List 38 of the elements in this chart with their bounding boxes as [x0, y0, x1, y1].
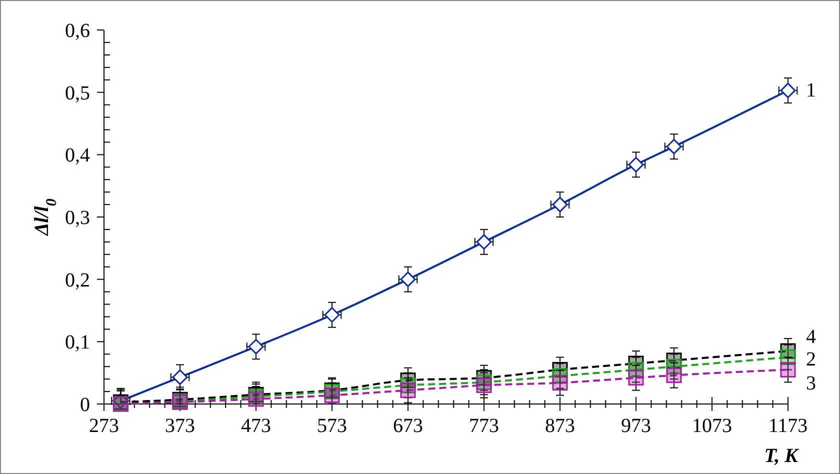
y-tick-label: 0,4 [65, 144, 90, 167]
y-tick-label: 0,3 [65, 207, 90, 229]
x-tick-label: 1073 [692, 415, 732, 437]
x-tick-label: 473 [241, 415, 271, 437]
point [400, 382, 416, 398]
y-tick-label: 0,5 [65, 82, 90, 104]
x-tick-label: 773 [469, 415, 499, 437]
y-tick-label: 0,6 [65, 20, 90, 42]
point [552, 375, 568, 391]
series-label: 2 [806, 348, 816, 370]
point [400, 272, 416, 288]
x-tick-label: 973 [621, 415, 651, 437]
point [248, 338, 264, 354]
x-tick-label: 373 [165, 415, 195, 437]
series-label: 4 [806, 326, 816, 348]
point [324, 307, 340, 323]
point [628, 156, 644, 172]
x-tick-label: 673 [393, 415, 423, 437]
y-tick-label: 0,1 [65, 332, 90, 354]
point [666, 368, 682, 384]
x-tick-label: 573 [317, 415, 347, 437]
point [172, 369, 188, 385]
series-label: 1 [806, 79, 816, 102]
point [780, 362, 796, 378]
point [324, 388, 340, 404]
point [666, 138, 682, 154]
y-tick-label: 0 [80, 394, 90, 416]
point [780, 82, 796, 98]
x-tick-label: 1173 [768, 415, 808, 437]
point [552, 196, 568, 212]
x-tick-label: 273 [89, 415, 119, 437]
y-tick-label: 0,2 [65, 269, 90, 292]
x-axis-title: T, K [764, 445, 800, 467]
point [628, 370, 644, 386]
series-label: 3 [806, 372, 816, 395]
x-tick-label: 873 [545, 415, 575, 437]
point [476, 234, 492, 250]
point [476, 378, 492, 394]
